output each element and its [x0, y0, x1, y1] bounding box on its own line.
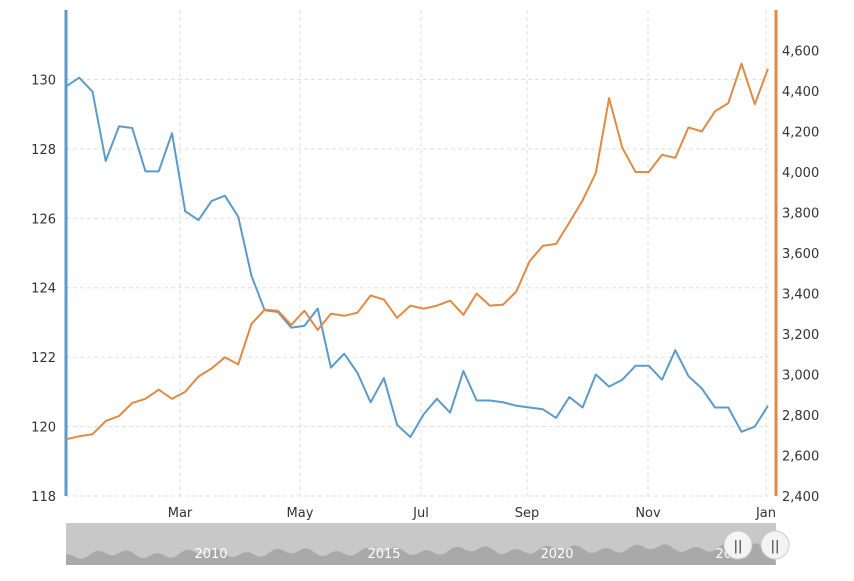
navigator-right-handle-glyph: || [771, 539, 780, 554]
navigator-year-label: 2020 [540, 547, 573, 562]
x-axis-ticks: Mar May Jul Sep Nov Jan [168, 506, 776, 521]
vertical-gridlines [179, 10, 767, 496]
horizontal-gridlines [66, 78, 768, 497]
navigator[interactable]: 2010201520202025 || || [66, 523, 790, 565]
navigator-year-label: 2010 [194, 547, 227, 562]
navigator-left-handle-glyph: || [734, 539, 743, 554]
series-line-right-axis [65, 62, 769, 441]
navigator-left-handle[interactable]: || [723, 530, 753, 560]
right-tick-label: 3,400 [782, 288, 819, 303]
left-tick-label: 128 [31, 143, 56, 158]
right-tick-label: 4,600 [782, 45, 819, 60]
x-tick-label: Sep [515, 506, 540, 521]
left-tick-label: 124 [31, 282, 56, 297]
x-tick-label: Jul [412, 506, 429, 521]
right-tick-label: 4,000 [782, 166, 819, 181]
x-tick-label: Mar [168, 506, 193, 521]
right-axis-ticks: 2,400 2,600 2,800 3,000 3,200 3,400 3,600 3,800… [782, 45, 819, 506]
right-tick-label: 3,000 [782, 369, 819, 384]
x-tick-label: Nov [635, 506, 661, 521]
right-tick-label: 2,800 [782, 409, 819, 424]
left-tick-label: 126 [31, 212, 56, 227]
right-tick-label: 4,400 [782, 85, 819, 100]
navigator-year-label: 2015 [367, 547, 400, 562]
navigator-left-handle-circle[interactable] [723, 530, 753, 560]
navigator-area [66, 543, 776, 565]
left-tick-label: 118 [31, 490, 56, 505]
left-axis-ticks: 118 120 122 124 126 128 130 [31, 73, 56, 505]
right-tick-label: 3,200 [782, 328, 819, 343]
right-tick-label: 3,600 [782, 247, 819, 262]
right-tick-label: 4,200 [782, 126, 819, 141]
right-tick-label: 2,400 [782, 490, 819, 505]
series-line-left-axis [65, 76, 769, 438]
right-tick-label: 3,800 [782, 207, 819, 222]
x-tick-label: Jan [755, 506, 776, 521]
left-tick-label: 130 [31, 73, 56, 88]
series-layer [65, 62, 769, 441]
right-tick-label: 2,600 [782, 450, 819, 465]
navigator-right-handle[interactable]: || [760, 530, 790, 560]
left-tick-label: 122 [31, 351, 56, 366]
navigator-right-handle-circle[interactable] [760, 530, 790, 560]
x-tick-label: May [287, 506, 314, 521]
left-tick-label: 120 [31, 421, 56, 436]
